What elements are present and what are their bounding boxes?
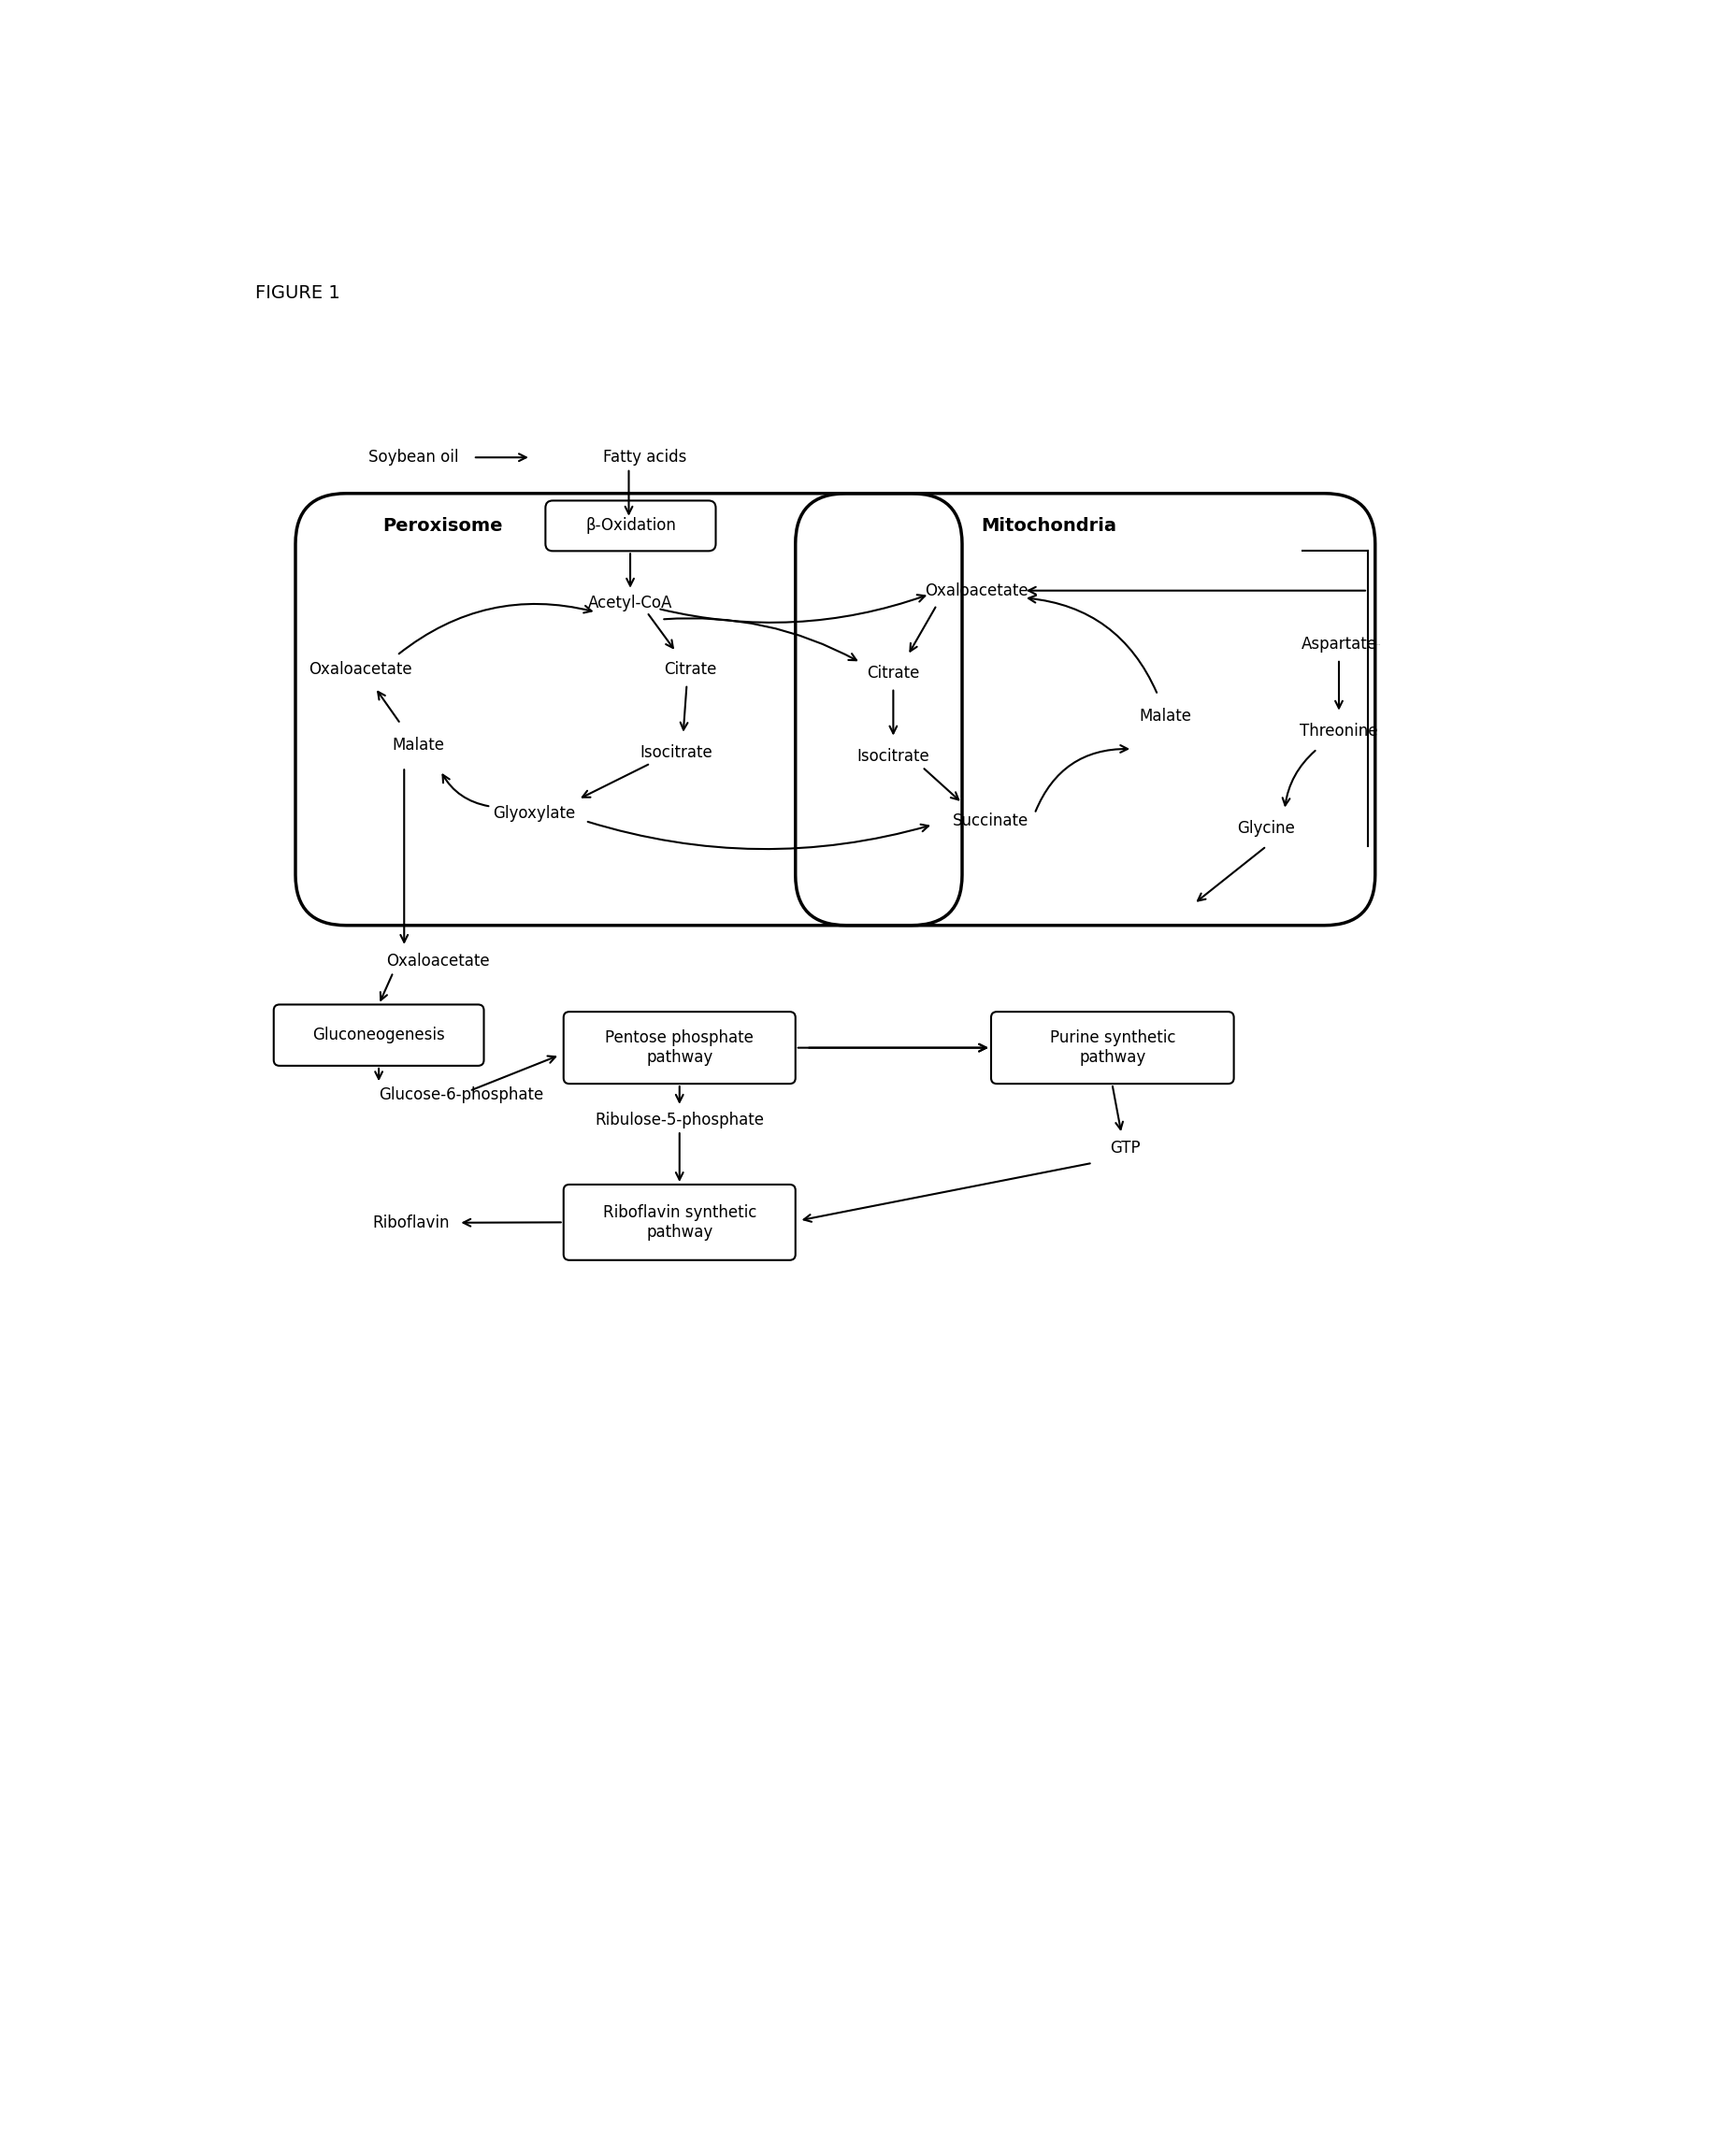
FancyArrowPatch shape — [889, 690, 898, 733]
FancyArrowPatch shape — [400, 770, 407, 942]
FancyArrowPatch shape — [625, 470, 632, 513]
Text: Acetyl-CoA: Acetyl-CoA — [589, 595, 673, 612]
Text: Citrate: Citrate — [866, 664, 920, 681]
Text: Ribulose-5-phosphate: Ribulose-5-phosphate — [595, 1110, 765, 1128]
Text: Peroxisome: Peroxisome — [383, 517, 502, 535]
FancyArrowPatch shape — [1029, 595, 1156, 692]
FancyArrowPatch shape — [471, 1056, 556, 1091]
Text: Purine synthetic
pathway: Purine synthetic pathway — [1049, 1031, 1175, 1065]
FancyArrowPatch shape — [375, 1069, 383, 1078]
FancyArrowPatch shape — [399, 604, 592, 653]
Text: Succinate: Succinate — [953, 813, 1029, 830]
Text: FIGURE 1: FIGURE 1 — [255, 285, 340, 302]
FancyBboxPatch shape — [991, 1011, 1234, 1084]
Text: Threonine: Threonine — [1300, 722, 1377, 740]
Text: Isocitrate: Isocitrate — [640, 744, 713, 761]
Text: Oxaloacetate: Oxaloacetate — [925, 582, 1029, 599]
FancyArrowPatch shape — [627, 554, 633, 586]
FancyArrowPatch shape — [809, 1044, 986, 1052]
Text: Malate: Malate — [1139, 707, 1191, 724]
Text: Riboflavin synthetic
pathway: Riboflavin synthetic pathway — [602, 1205, 756, 1240]
Text: Glycine: Glycine — [1238, 819, 1296, 837]
FancyArrowPatch shape — [1113, 1087, 1124, 1130]
Text: Malate: Malate — [392, 737, 445, 755]
FancyArrowPatch shape — [1336, 662, 1343, 707]
FancyBboxPatch shape — [545, 500, 716, 552]
Text: Oxaloacetate: Oxaloacetate — [387, 953, 490, 970]
Text: Citrate: Citrate — [665, 662, 716, 679]
Text: Mitochondria: Mitochondria — [982, 517, 1117, 535]
FancyArrowPatch shape — [910, 608, 935, 651]
Text: Glucose-6-phosphate: Glucose-6-phosphate — [378, 1087, 544, 1104]
FancyArrowPatch shape — [804, 1164, 1091, 1222]
FancyArrowPatch shape — [677, 1087, 683, 1102]
FancyArrowPatch shape — [680, 688, 687, 731]
Text: Fatty acids: Fatty acids — [604, 448, 687, 466]
FancyArrowPatch shape — [582, 765, 649, 798]
Text: Soybean oil: Soybean oil — [368, 448, 457, 466]
FancyArrowPatch shape — [1282, 750, 1315, 806]
FancyArrowPatch shape — [677, 1134, 683, 1179]
Text: Aspartate: Aspartate — [1301, 636, 1377, 653]
FancyArrowPatch shape — [665, 619, 856, 660]
FancyArrowPatch shape — [444, 774, 488, 806]
FancyArrowPatch shape — [378, 692, 399, 722]
FancyBboxPatch shape — [274, 1005, 483, 1065]
Text: Oxaloacetate: Oxaloacetate — [309, 662, 413, 679]
FancyArrowPatch shape — [1029, 586, 1365, 595]
Text: Glyoxylate: Glyoxylate — [494, 806, 576, 821]
Text: Pentose phosphate
pathway: Pentose phosphate pathway — [606, 1031, 754, 1065]
Text: Isocitrate: Isocitrate — [856, 748, 930, 765]
FancyBboxPatch shape — [564, 1011, 796, 1084]
FancyArrowPatch shape — [463, 1218, 561, 1227]
FancyArrowPatch shape — [1036, 746, 1127, 811]
Text: GTP: GTP — [1110, 1141, 1141, 1158]
FancyArrowPatch shape — [923, 770, 958, 800]
Text: β-Oxidation: β-Oxidation — [585, 517, 677, 535]
FancyArrowPatch shape — [649, 614, 673, 649]
Text: Gluconeogenesis: Gluconeogenesis — [312, 1026, 445, 1044]
FancyArrowPatch shape — [797, 1044, 986, 1052]
FancyArrowPatch shape — [589, 821, 929, 849]
FancyArrowPatch shape — [661, 595, 925, 623]
FancyBboxPatch shape — [564, 1184, 796, 1259]
FancyArrowPatch shape — [1198, 847, 1265, 901]
FancyArrowPatch shape — [476, 453, 526, 461]
FancyArrowPatch shape — [380, 975, 392, 1000]
Text: Riboflavin: Riboflavin — [373, 1214, 450, 1231]
